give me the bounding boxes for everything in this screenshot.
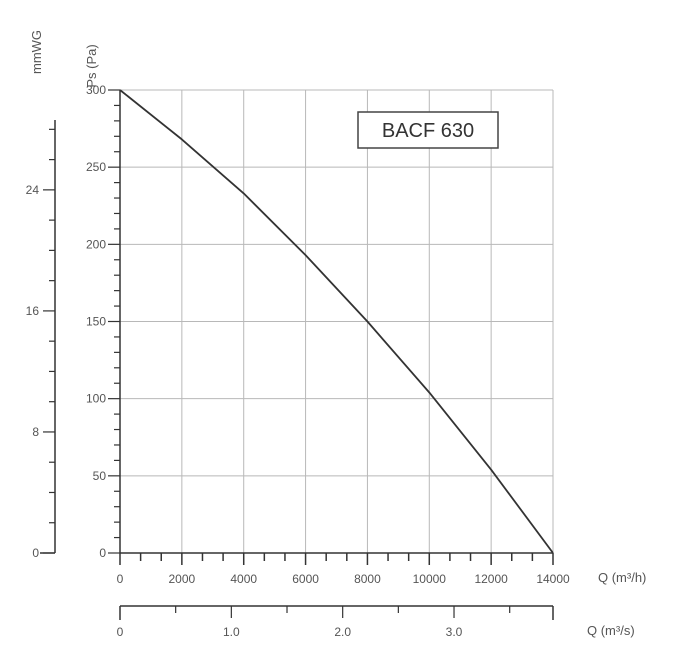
- x-tick-label: 10000: [413, 572, 447, 586]
- x-tick-label: 2000: [169, 572, 196, 586]
- x-tick-label: 12000: [474, 572, 508, 586]
- y-axis-title: Ps (Pa): [84, 44, 99, 87]
- fan-curve-line: [119, 89, 554, 554]
- secondary-x-tick-label: 2.0: [334, 625, 351, 639]
- model-badge: BACF 630: [357, 111, 499, 149]
- x-tick-label: 14000: [536, 572, 570, 586]
- x-tick-label: 0: [117, 572, 124, 586]
- grid: [120, 89, 554, 553]
- secondary-x-tick-label: 0: [117, 625, 124, 639]
- y-tick-label: 50: [93, 469, 107, 483]
- y-tick-label: 100: [86, 392, 106, 406]
- axes: [40, 89, 554, 620]
- curve: [119, 89, 554, 554]
- secondary-y-tick-label: 16: [26, 304, 40, 318]
- y-tick-label: 0: [99, 546, 106, 560]
- secondary-y-tick-label: 8: [32, 425, 39, 439]
- secondary-x-tick-label: 1.0: [223, 625, 240, 639]
- model-label-box: [357, 111, 499, 149]
- y-tick-label: 200: [86, 237, 106, 251]
- secondary-x-axis-title: Q (m³/s): [587, 623, 635, 638]
- secondary-y-tick-label: 0: [32, 546, 39, 560]
- model-label: BACF 630: [382, 120, 474, 142]
- x-tick-label: 8000: [354, 572, 381, 586]
- secondary-y-axis-title: mmWG: [29, 30, 44, 74]
- y-tick-label: 300: [86, 83, 106, 97]
- secondary-y-tick-label: 24: [26, 183, 40, 197]
- y-tick-label: 250: [86, 160, 106, 174]
- x-tick-label: 6000: [292, 572, 319, 586]
- x-tick-label: 4000: [230, 572, 257, 586]
- secondary-x-tick-label: 3.0: [446, 625, 463, 639]
- tick-labels: 0 50 100 150 200 250 300 0 2000 4000 6000 8000 10000…: [26, 83, 570, 639]
- y-tick-label: 150: [86, 315, 106, 329]
- x-axis-title: Q (m³/h): [598, 570, 646, 585]
